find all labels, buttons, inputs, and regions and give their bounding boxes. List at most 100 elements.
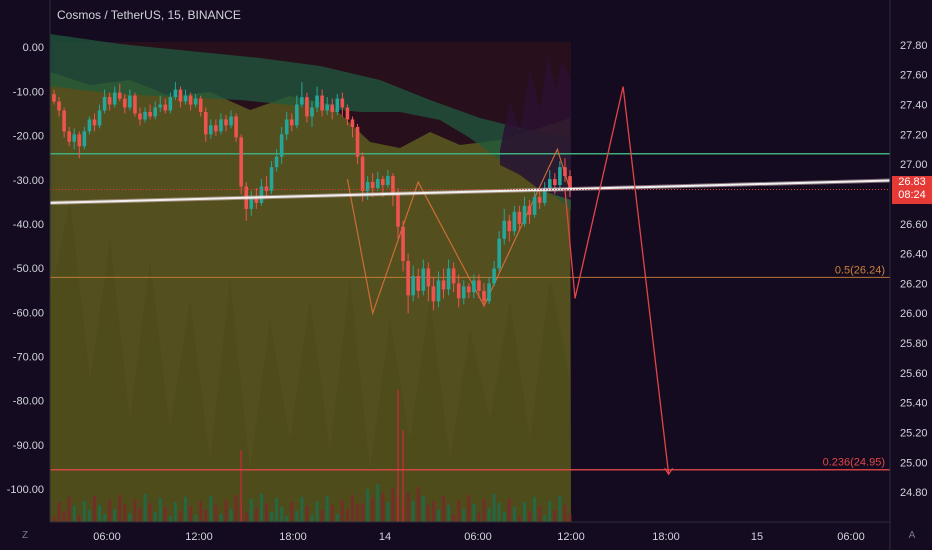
candle-body <box>163 104 168 111</box>
volume-bar <box>416 487 420 522</box>
volume-bar <box>285 516 289 522</box>
left-axis-tick: 0.00 <box>23 42 44 54</box>
volume-bar <box>335 514 339 522</box>
candle-body <box>386 176 390 186</box>
left-axis-tick: -40.00 <box>13 219 44 231</box>
candle-body <box>92 119 97 126</box>
volume-bar <box>492 494 496 522</box>
log-scale-toggle[interactable]: Z <box>21 530 29 541</box>
volume-bar <box>436 510 440 522</box>
volume-bar <box>209 496 213 522</box>
candle-body <box>558 167 562 186</box>
volume-bar <box>92 496 96 522</box>
volume-bar <box>57 502 61 522</box>
candle-body <box>396 193 400 227</box>
volume-bar <box>345 509 349 522</box>
left-axis-tick: -30.00 <box>13 175 44 187</box>
candle-body <box>547 179 552 188</box>
candle-body <box>446 268 451 290</box>
volume-bar <box>184 497 188 522</box>
auto-scale-toggle[interactable]: A <box>908 530 916 541</box>
volume-bar <box>533 497 537 522</box>
right-axis-tick: 24.80 <box>900 487 928 499</box>
volume-bar <box>143 494 147 522</box>
volume-bar <box>204 510 208 522</box>
candle-body <box>178 89 183 102</box>
right-axis-tick: 25.40 <box>900 398 928 410</box>
candle-body <box>340 98 345 108</box>
volume-bar <box>178 511 182 522</box>
volume-bar <box>280 507 284 522</box>
candle-body <box>82 131 87 147</box>
candle-body <box>102 97 107 111</box>
x-axis-tick: 18:00 <box>279 531 307 543</box>
candle-body <box>401 226 405 262</box>
projection-arrowhead <box>664 467 674 476</box>
candle-body <box>239 137 243 187</box>
right-axis-tick: 27.20 <box>900 129 928 141</box>
volume-bar <box>224 500 228 522</box>
candle-body <box>406 261 410 296</box>
fib-label: 0.5(26.24) <box>835 264 885 276</box>
candle-body <box>517 211 522 224</box>
volume-bar <box>442 496 446 522</box>
candle-body <box>112 92 117 105</box>
volume-bar <box>522 502 526 522</box>
volume-bar <box>133 499 137 522</box>
candle-body <box>284 119 289 135</box>
right-axis-tick: 27.40 <box>900 100 928 112</box>
volume-bar <box>502 512 506 522</box>
volume-bar <box>512 507 516 522</box>
volume-bar <box>411 501 415 522</box>
volume-bar <box>406 492 410 522</box>
volume-bar <box>67 497 71 522</box>
volume-bar <box>340 500 344 522</box>
candle-body <box>173 89 178 98</box>
candle-body <box>411 275 415 296</box>
volume-bar <box>163 507 167 522</box>
x-axis-tick: 06:00 <box>837 531 865 543</box>
left-axis-tick: -50.00 <box>13 263 44 275</box>
candle-body <box>153 107 157 117</box>
candle-body <box>482 290 486 302</box>
volume-bar <box>452 514 456 522</box>
volume-bar <box>128 513 132 522</box>
candle-body <box>224 119 228 126</box>
left-axis-tick: -90.00 <box>13 440 44 452</box>
volume-bar <box>214 505 218 522</box>
left-axis-tick: -100.00 <box>7 484 44 496</box>
right-axis-tick: 26.60 <box>900 219 928 231</box>
volume-bar <box>477 513 481 522</box>
candle-body <box>310 107 314 117</box>
left-axis-tick: -60.00 <box>13 307 44 319</box>
candle-body <box>497 238 501 269</box>
candle-body <box>295 104 299 126</box>
candle-body <box>249 196 254 209</box>
volume-bar <box>62 511 66 522</box>
candle-body <box>67 131 71 142</box>
volume-spike <box>402 430 405 522</box>
volume-bar <box>310 515 314 522</box>
volume-bar <box>270 512 274 522</box>
x-axis-tick: 12:00 <box>557 531 585 543</box>
volume-bar <box>421 496 425 522</box>
candle-body <box>431 286 436 302</box>
candle-body <box>72 134 77 142</box>
candle-body <box>502 220 507 239</box>
volume-bar <box>249 499 253 522</box>
last-price-badge: 26.83 08:24 <box>892 176 932 204</box>
volume-bar <box>199 501 203 522</box>
volume-spike <box>240 450 243 522</box>
volume-bar <box>386 502 390 522</box>
candle-body <box>532 196 537 215</box>
volume-bar <box>103 514 107 522</box>
candle-body <box>117 92 122 99</box>
volume-bar <box>487 508 491 522</box>
candle-body <box>183 95 188 102</box>
orange-zigzag-line <box>346 147 571 316</box>
right-axis-tick: 26.20 <box>900 278 928 290</box>
candle-body <box>320 95 324 111</box>
candle-body <box>203 111 208 135</box>
candle-body <box>305 97 309 117</box>
